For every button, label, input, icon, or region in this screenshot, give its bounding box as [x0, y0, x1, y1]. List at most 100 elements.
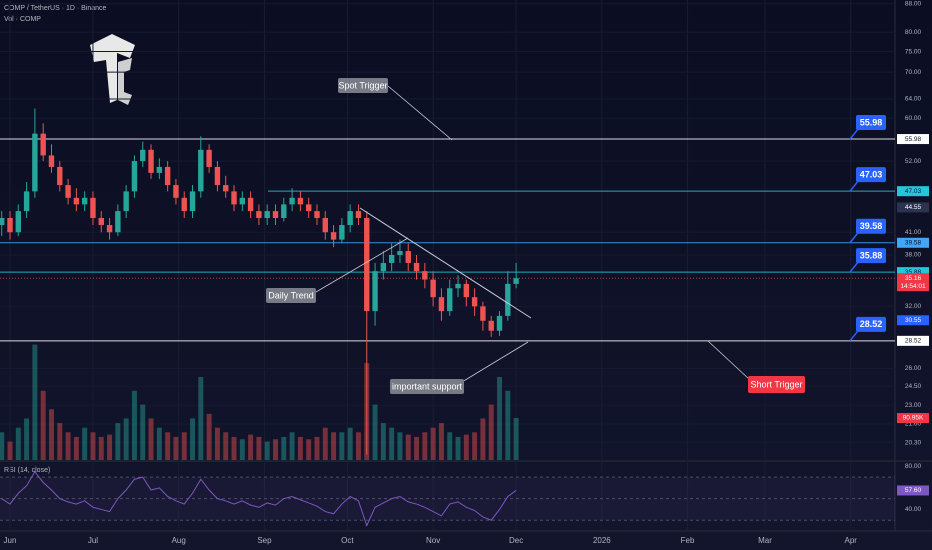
callout-box [856, 218, 886, 234]
candle-body [496, 315, 503, 331]
rsi-tick-label: 40.00 [905, 506, 922, 513]
x-tick-label: Jun [4, 536, 17, 545]
price-badge-label: 44.55 [905, 204, 922, 211]
candle-body [32, 133, 38, 192]
candle-body [339, 225, 345, 240]
candle-body [513, 278, 519, 284]
candle-body [330, 232, 337, 240]
candle-body [48, 155, 55, 167]
y-tick-label: 75.00 [905, 48, 922, 55]
annotation-text: Short Trigger [750, 379, 802, 389]
current-price-badge [897, 273, 929, 292]
candle-body [173, 185, 179, 198]
annotation-box [266, 288, 316, 303]
volume-bar [148, 418, 154, 460]
volume-bar [488, 404, 494, 460]
x-tick-label: Feb [681, 536, 695, 545]
y-tick-label: 60.00 [905, 115, 922, 122]
y-tick-label: 21.60 [905, 421, 922, 428]
candle-body [73, 197, 80, 205]
candle-body [214, 166, 221, 186]
y-tick-label: 80.00 [905, 29, 922, 36]
candle-body [181, 197, 187, 212]
volume-bar [131, 390, 137, 460]
candle-body [115, 211, 121, 233]
volume-bar [372, 404, 378, 460]
symbol-title: COMP / TetherUS · 1D · Binance [4, 5, 107, 12]
candle-body [140, 149, 146, 162]
countdown-label: 14:54:01 [900, 283, 926, 290]
price-badge [897, 267, 929, 278]
candle-body [239, 197, 246, 205]
volume-bar [24, 418, 30, 460]
volume-bar [480, 418, 486, 460]
callout-label: 55.98 [860, 117, 883, 127]
candle-body [264, 211, 270, 218]
price-badge-label: 47.03 [905, 188, 922, 195]
volume-badge-label: 90.95K [903, 415, 924, 422]
candle-body [347, 211, 353, 226]
volume-bar [414, 436, 420, 460]
candle-body [65, 185, 71, 198]
volume-bar [497, 376, 503, 460]
volume-bar [206, 413, 212, 460]
volume-bar [15, 427, 21, 460]
volume-bar [82, 427, 88, 460]
price-badge [897, 134, 929, 145]
x-tick-label: Apr [845, 536, 858, 545]
volume-bar [123, 418, 129, 460]
callout-pointer [849, 180, 859, 192]
candle-body [372, 271, 378, 312]
candle-body [405, 251, 411, 263]
candle-body [164, 166, 171, 186]
rsi-title: RSI (14, close) [4, 467, 50, 474]
callout-label: 39.58 [860, 221, 883, 231]
price-badge-label: 30.55 [905, 317, 922, 324]
volume-bar [256, 436, 262, 460]
candle-body [364, 217, 370, 312]
candle-body [480, 306, 486, 321]
volume-bar [165, 432, 171, 460]
volume-bar [48, 409, 54, 460]
candle-body [156, 166, 163, 173]
volume-bar [190, 418, 196, 460]
volume-bar [430, 427, 436, 460]
candle-body [471, 297, 478, 307]
volume-bar [156, 427, 162, 460]
volume-bar [173, 436, 179, 460]
volume-bar [355, 432, 361, 460]
volume-bar [181, 432, 187, 460]
annotation-text: Daily Trend [268, 290, 314, 300]
x-tick-label: Jul [88, 536, 98, 545]
volume-bar [214, 427, 220, 460]
volume-bar [405, 434, 411, 460]
price-badge [897, 202, 929, 213]
price-badge-label: 35.88 [905, 269, 922, 276]
volume-bar [223, 432, 229, 460]
callout-pointer [849, 330, 859, 342]
volume-bar [322, 427, 328, 460]
y-tick-label: 52.00 [905, 158, 922, 165]
volume-bar [513, 418, 519, 460]
volume-bar [264, 441, 270, 460]
candle-body [98, 217, 104, 226]
annotation-connector [461, 341, 529, 383]
volume-bar [297, 436, 303, 460]
price-badge [897, 186, 929, 197]
candle-body [131, 161, 138, 192]
candle-body [314, 211, 320, 218]
volume-bar [107, 434, 113, 460]
x-tick-label: Nov [426, 536, 440, 545]
volume-bar [289, 432, 295, 460]
trendline [359, 207, 532, 319]
volume-bar [438, 423, 444, 460]
volume-bar [397, 432, 403, 460]
candle-body [256, 211, 262, 218]
candle-body [289, 197, 295, 205]
volume-bar [306, 439, 312, 460]
candle-body [247, 197, 254, 212]
annotation-text: Spot Trigger [338, 80, 387, 90]
price-badge [897, 335, 929, 346]
candle-body [297, 197, 304, 205]
candle-body [81, 197, 88, 205]
